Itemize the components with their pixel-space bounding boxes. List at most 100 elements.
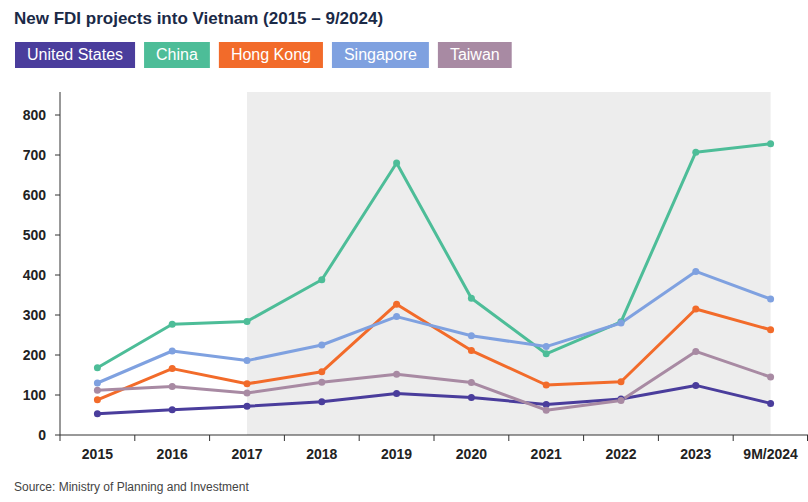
- series-point: [767, 400, 774, 407]
- legend-entry: Taiwan: [438, 42, 512, 68]
- x-band-tick: [134, 435, 135, 441]
- series-point: [94, 364, 101, 371]
- series-point: [543, 407, 550, 414]
- legend-swatch: [332, 42, 429, 68]
- series-point: [244, 357, 251, 364]
- title: New FDI projects into Vietnam (2015 – 9/…: [14, 9, 383, 28]
- series-point: [692, 306, 699, 313]
- series-point: [468, 394, 475, 401]
- series-line: [97, 304, 770, 400]
- chart: New FDI projects into Vietnam (2015 – 9/…: [0, 0, 808, 502]
- y-tick: [55, 315, 60, 316]
- series-point: [543, 350, 550, 357]
- series-point: [244, 390, 251, 397]
- x-band-tick: [209, 435, 210, 441]
- x-band-tick: [733, 435, 734, 441]
- legend-entry: Hong Kong: [219, 42, 323, 68]
- x-tick-label: 2017: [231, 446, 262, 462]
- series-point: [318, 379, 325, 386]
- legend-swatch: [219, 42, 323, 68]
- legend-label: China: [156, 46, 198, 63]
- x-band-tick: [60, 435, 61, 441]
- series-point: [468, 295, 475, 302]
- series-point: [393, 301, 400, 308]
- y-tick-label: 100: [23, 387, 47, 403]
- legend-entry: Singapore: [332, 42, 429, 68]
- legend-label: Hong Kong: [231, 46, 311, 63]
- y-tick: [55, 435, 60, 436]
- series-point: [468, 347, 475, 354]
- series-point: [94, 380, 101, 387]
- y-tick-label: 400: [23, 267, 47, 283]
- series-point: [169, 383, 176, 390]
- x-band-tick: [658, 435, 659, 441]
- y-tick: [55, 195, 60, 196]
- series-point: [94, 396, 101, 403]
- series-point: [169, 348, 176, 355]
- y-tick: [55, 355, 60, 356]
- y-tick: [55, 275, 60, 276]
- series-point: [318, 276, 325, 283]
- series-point: [468, 379, 475, 386]
- x-tick-label: 2023: [680, 446, 711, 462]
- y-tick-label: 300: [23, 307, 47, 323]
- legend-swatch: [144, 42, 210, 68]
- series-point: [244, 380, 251, 387]
- series-point: [318, 398, 325, 405]
- series-point: [393, 390, 400, 397]
- y-axis: [60, 92, 61, 435]
- series-line: [97, 271, 770, 383]
- series-point: [618, 320, 625, 327]
- series-point: [244, 318, 251, 325]
- y-tick: [55, 395, 60, 396]
- x-band-tick: [583, 435, 584, 441]
- series-point: [318, 368, 325, 375]
- series-line: [97, 351, 770, 410]
- x-tick-label: 2015: [82, 446, 113, 462]
- legend-swatch: [438, 42, 512, 68]
- source: Source: Ministry of Planning and Investm…: [14, 480, 249, 494]
- y-tick-label: 200: [23, 347, 47, 363]
- series-point: [767, 326, 774, 333]
- series-point: [393, 371, 400, 378]
- y-tick-label: 500: [23, 227, 47, 243]
- x-band-tick: [434, 435, 435, 441]
- series-point: [468, 332, 475, 339]
- series-point: [692, 149, 699, 156]
- series-point: [767, 140, 774, 147]
- series-point: [692, 348, 699, 355]
- y-tick: [55, 115, 60, 116]
- x-tick-label: 2019: [381, 446, 412, 462]
- y-tick: [55, 155, 60, 156]
- x-tick-label: 2018: [306, 446, 337, 462]
- plot-area: [94, 140, 774, 417]
- legend-label: Singapore: [344, 46, 417, 63]
- y-tick-label: 600: [23, 187, 47, 203]
- legend-entry: China: [144, 42, 210, 68]
- series-point: [767, 374, 774, 381]
- series-point: [692, 268, 699, 275]
- x-band-tick: [508, 435, 509, 441]
- x-tick-label: 2021: [531, 446, 562, 462]
- y-tick-label: 700: [23, 147, 47, 163]
- series-point: [169, 406, 176, 413]
- series-point: [618, 378, 625, 385]
- series-point: [767, 296, 774, 303]
- series-point: [94, 387, 101, 394]
- y-tick: [55, 235, 60, 236]
- x-band-tick: [284, 435, 285, 441]
- series-point: [692, 382, 699, 389]
- x-tick-label: 2020: [456, 446, 487, 462]
- series-point: [618, 397, 625, 404]
- series-point: [94, 410, 101, 417]
- y-tick-label: 0: [38, 427, 46, 443]
- x-tick-label: 2016: [157, 446, 188, 462]
- y-tick-label: 800: [23, 107, 47, 123]
- x-tick-label: 9M/2024: [743, 446, 798, 462]
- x-band-tick: [359, 435, 360, 441]
- series-point: [543, 382, 550, 389]
- x-tick-label: 2022: [605, 446, 636, 462]
- legend-entry: United States: [15, 42, 135, 68]
- legend-label: United States: [27, 46, 123, 63]
- x-band-tick: [807, 435, 808, 441]
